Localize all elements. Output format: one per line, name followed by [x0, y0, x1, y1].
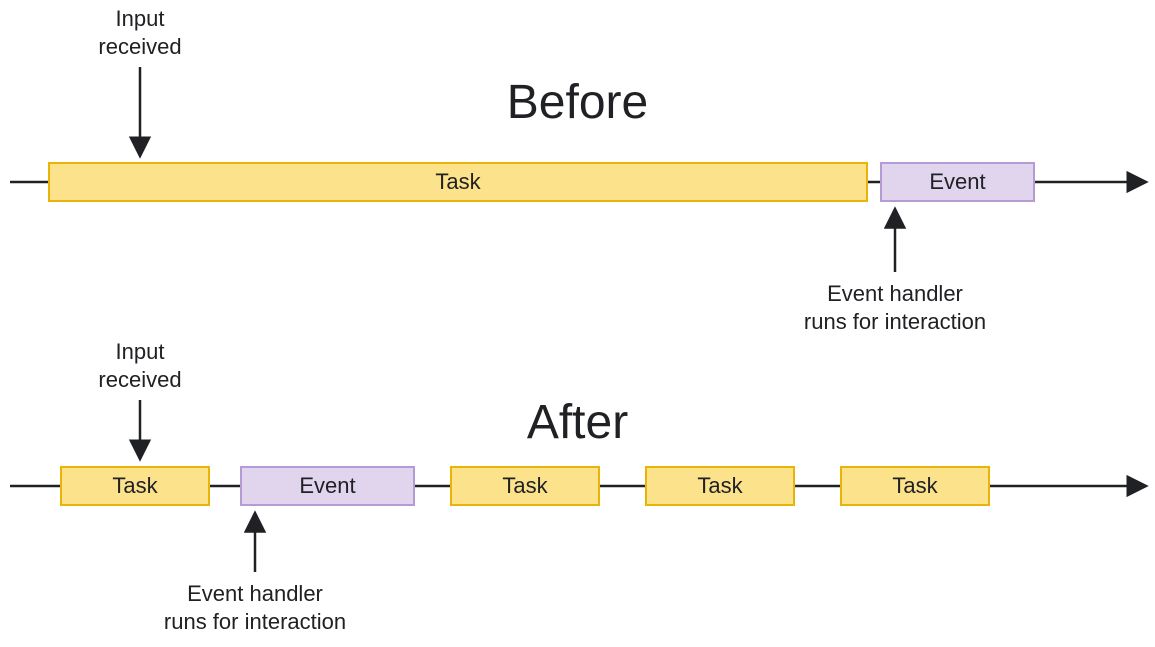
after-task-label-4: Task [892, 473, 937, 499]
after-title: After [527, 395, 628, 450]
after-task-block-4: Task [840, 466, 990, 506]
before-task-label-0: Task [435, 169, 480, 195]
after-task-block-2: Task [450, 466, 600, 506]
before-event-block-1: Event [880, 162, 1035, 202]
after-task-label-0: Task [112, 473, 157, 499]
before-annotation-input-received: Inputreceived [98, 5, 181, 60]
before-task-block-0: Task [48, 162, 868, 202]
after-event-block-1: Event [240, 466, 415, 506]
after-task-block-0: Task [60, 466, 210, 506]
after-task-label-2: Task [502, 473, 547, 499]
after-annotation-input-received: Inputreceived [98, 338, 181, 393]
before-annotation-event-handler: Event handlerruns for interaction [804, 280, 986, 335]
after-task-label-3: Task [697, 473, 742, 499]
after-task-block-3: Task [645, 466, 795, 506]
after-annotation-event-handler: Event handlerruns for interaction [164, 580, 346, 635]
before-title: Before [507, 75, 648, 130]
after-event-label-1: Event [299, 473, 355, 499]
diagram-canvas: Before After Task Event Task Event Task Task T… [0, 0, 1155, 647]
before-event-label-1: Event [929, 169, 985, 195]
